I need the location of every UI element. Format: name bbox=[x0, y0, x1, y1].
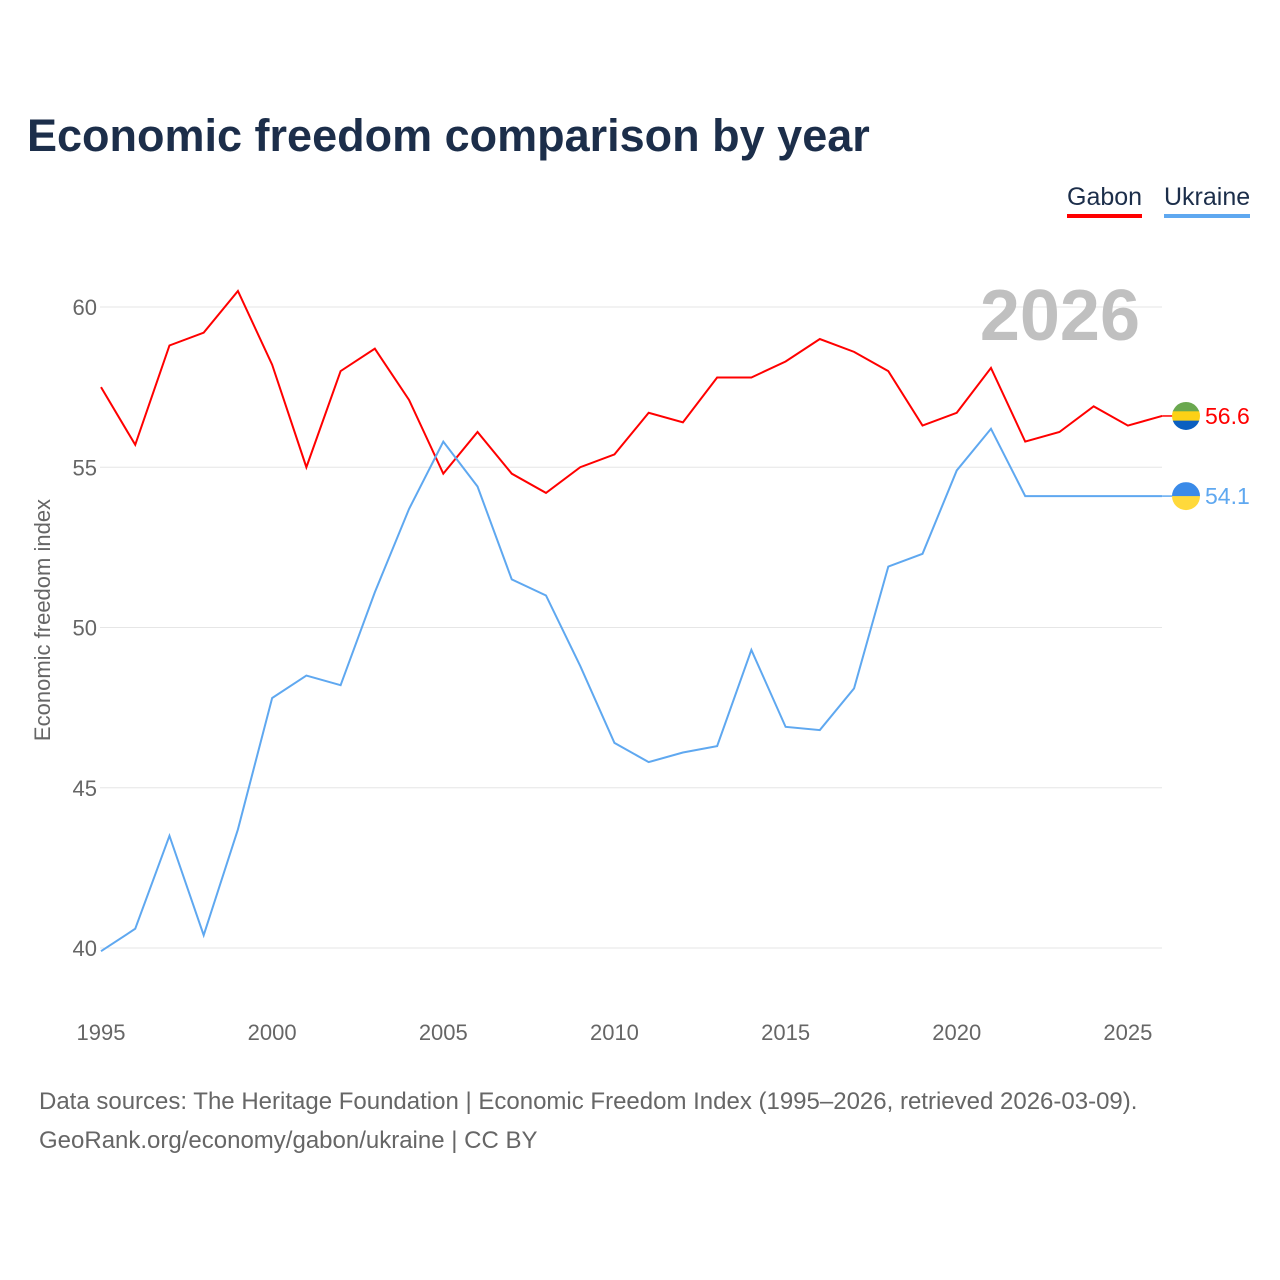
x-tick-label: 2000 bbox=[248, 1020, 297, 1045]
x-tick-label: 1995 bbox=[77, 1020, 126, 1045]
end-value-label: 56.6 bbox=[1205, 403, 1250, 429]
y-axis-label: Economic freedom index bbox=[30, 499, 55, 741]
y-tick-label: 50 bbox=[73, 616, 97, 641]
y-tick-label: 40 bbox=[73, 936, 97, 961]
series-line-ukraine bbox=[100, 426, 1163, 953]
x-tick-label: 2010 bbox=[590, 1020, 639, 1045]
end-value-label: 54.1 bbox=[1205, 483, 1250, 509]
footer-sources: Data sources: The Heritage Foundation | … bbox=[39, 1088, 1138, 1115]
legend-gabon[interactable]: Gabon bbox=[1067, 183, 1143, 218]
flag-gabon-icon bbox=[1172, 401, 1200, 430]
year-label: 2026 bbox=[980, 276, 1140, 356]
y-tick-label: 60 bbox=[73, 295, 97, 320]
x-tick-label: 2020 bbox=[932, 1020, 981, 1045]
y-tick-label: 55 bbox=[73, 455, 97, 480]
chart-title: Economic freedom comparison by year bbox=[27, 110, 870, 161]
y-tick-label: 45 bbox=[73, 776, 97, 801]
x-tick-label: 2025 bbox=[1103, 1020, 1152, 1045]
flag-ukraine-icon bbox=[1172, 482, 1200, 511]
series-line-gabon bbox=[100, 289, 1163, 495]
x-tick-label: 2015 bbox=[761, 1020, 810, 1045]
legend-ukraine[interactable]: Ukraine bbox=[1164, 183, 1251, 218]
footer-link[interactable]: GeoRank.org/economy/gabon/ukraine | CC B… bbox=[39, 1127, 538, 1154]
x-tick-label: 2005 bbox=[419, 1020, 468, 1045]
